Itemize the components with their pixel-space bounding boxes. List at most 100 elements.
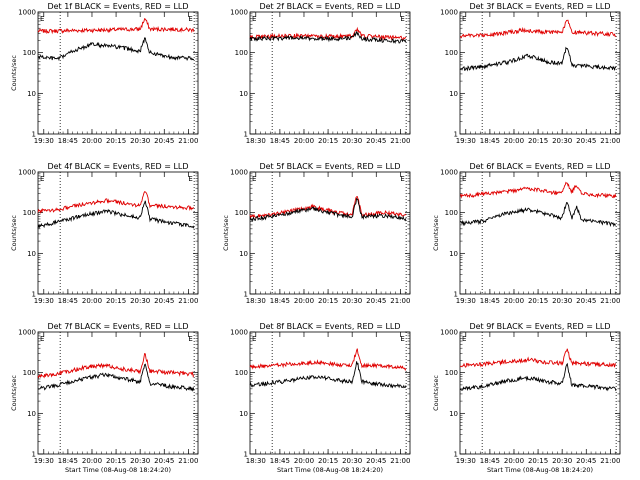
panel-title: Det 4f BLACK = Events, RED = LLD xyxy=(47,162,188,171)
panel-det-3: Det 3f BLACK = Events, RED = LLD 1 10 100 10… xyxy=(440,2,620,145)
panel-title: Det 3f BLACK = Events, RED = LLD xyxy=(469,2,610,11)
x-tick-label: 21:00 xyxy=(390,457,410,465)
y-tick-label: 1 xyxy=(32,451,36,459)
x-tick-label: 21:00 xyxy=(600,457,620,465)
panel-title: Det 1f BLACK = Events, RED = LLD xyxy=(47,2,188,11)
panel-title: Det 6f BLACK = Events, RED = LLD xyxy=(469,162,610,171)
y-axis-label: Counts/sec xyxy=(10,215,18,251)
x-tick-label: 20:15 xyxy=(318,297,338,305)
plot-frame xyxy=(249,171,411,295)
x-tick-label: 20:30 xyxy=(130,297,150,305)
x-tick-label: 19:30 xyxy=(456,297,476,305)
x-tick-label: 20:45 xyxy=(154,137,174,145)
x-tick-label: 18:45 xyxy=(58,297,78,305)
y-tick-label: 10 xyxy=(239,250,248,258)
event-marker-label: E xyxy=(462,175,466,183)
x-tick-label: 19:30 xyxy=(456,457,476,465)
y-tick-label: 100 xyxy=(23,49,36,57)
y-tick-label: 10 xyxy=(239,90,248,98)
x-tick-label: 20:00 xyxy=(504,457,524,465)
x-tick-label: 21:00 xyxy=(390,137,410,145)
event-marker-label: E xyxy=(40,15,44,23)
x-tick-label: 20:30 xyxy=(342,137,362,145)
x-tick-label: 20:45 xyxy=(576,457,596,465)
y-tick-label: 1 xyxy=(244,451,248,459)
y-tick-label: 1000 xyxy=(230,169,248,177)
event-marker-label: E xyxy=(40,175,44,183)
panel-det-9: Det 9f BLACK = Events, RED = LLD 1 10 100 10… xyxy=(432,322,620,474)
y-tick-label: 1000 xyxy=(230,9,248,17)
x-tick-label: 20:15 xyxy=(528,457,548,465)
x-tick-label: 18:30 xyxy=(246,297,266,305)
series-line-events xyxy=(459,46,617,72)
event-marker-label: E xyxy=(462,335,466,343)
y-tick-label: 1 xyxy=(244,291,248,299)
event-marker-label: E xyxy=(610,15,614,23)
panel-title: Det 9f BLACK = Events, RED = LLD xyxy=(469,322,610,331)
panel-det-6: Det 6f BLACK = Events, RED = LLD 1 10 100 10… xyxy=(432,162,620,305)
x-tick-label: 20:45 xyxy=(576,297,596,305)
y-axis-label: Counts/sec xyxy=(432,215,440,251)
y-tick-label: 1000 xyxy=(440,169,458,177)
event-marker-label: E xyxy=(188,335,192,343)
x-tick-label: 21:00 xyxy=(600,137,620,145)
x-tick-label: 20:00 xyxy=(82,137,102,145)
series-line-events xyxy=(249,361,407,389)
y-tick-label: 1000 xyxy=(18,9,36,17)
panel-det-2: Det 2f BLACK = Events, RED = LLD 1 10 100 10… xyxy=(230,2,410,145)
y-tick-label: 1000 xyxy=(440,9,458,17)
x-tick-label: 21:00 xyxy=(390,297,410,305)
y-tick-label: 100 xyxy=(235,209,248,217)
series-line-lld xyxy=(459,181,617,199)
plot-frame xyxy=(249,331,411,455)
x-tick-label: 20:00 xyxy=(294,457,314,465)
panel-title: Det 8f BLACK = Events, RED = LLD xyxy=(259,322,400,331)
series-line-lld xyxy=(459,348,617,368)
x-tick-label: 20:30 xyxy=(342,297,362,305)
panel-det-1: Det 1f BLACK = Events, RED = LLD 1 10 100 10… xyxy=(10,2,198,145)
x-axis-label: Start Time (08-Aug-08 18:24:20) xyxy=(65,466,171,474)
y-tick-label: 10 xyxy=(27,90,36,98)
x-tick-label: 20:15 xyxy=(528,297,548,305)
x-tick-label: 18:45 xyxy=(270,297,290,305)
plot-frame xyxy=(459,11,621,135)
plot-frame xyxy=(249,11,411,135)
series-line-lld xyxy=(37,18,195,35)
x-tick-label: 18:30 xyxy=(246,457,266,465)
x-tick-label: 18:45 xyxy=(480,137,500,145)
y-tick-label: 100 xyxy=(445,369,458,377)
x-tick-label: 18:45 xyxy=(480,297,500,305)
x-tick-label: 20:00 xyxy=(294,297,314,305)
event-marker-label: E xyxy=(252,175,256,183)
y-tick-label: 1 xyxy=(244,131,248,139)
y-tick-label: 100 xyxy=(235,49,248,57)
x-tick-label: 18:45 xyxy=(58,137,78,145)
event-marker-label: E xyxy=(252,15,256,23)
panel-title: Det 7f BLACK = Events, RED = LLD xyxy=(47,322,188,331)
x-tick-label: 20:30 xyxy=(342,457,362,465)
plot-frame xyxy=(37,331,199,455)
x-tick-label: 18:45 xyxy=(480,457,500,465)
y-tick-label: 100 xyxy=(445,209,458,217)
x-tick-label: 19:30 xyxy=(34,137,54,145)
y-tick-label: 1 xyxy=(32,131,36,139)
event-marker-label: E xyxy=(252,335,256,343)
x-tick-label: 21:00 xyxy=(178,297,198,305)
plot-frame xyxy=(37,171,199,295)
series-line-events xyxy=(249,30,407,45)
x-tick-label: 20:15 xyxy=(106,297,126,305)
x-tick-label: 20:15 xyxy=(106,137,126,145)
y-tick-label: 1000 xyxy=(18,169,36,177)
x-tick-label: 18:45 xyxy=(58,457,78,465)
x-tick-label: 18:45 xyxy=(270,137,290,145)
y-tick-label: 100 xyxy=(445,49,458,57)
x-tick-label: 20:00 xyxy=(82,457,102,465)
y-tick-label: 100 xyxy=(23,209,36,217)
y-tick-label: 10 xyxy=(449,90,458,98)
y-tick-label: 100 xyxy=(23,369,36,377)
x-tick-label: 20:45 xyxy=(576,137,596,145)
y-tick-label: 10 xyxy=(449,250,458,258)
plot-frame xyxy=(37,11,199,135)
x-tick-label: 20:30 xyxy=(552,137,572,145)
